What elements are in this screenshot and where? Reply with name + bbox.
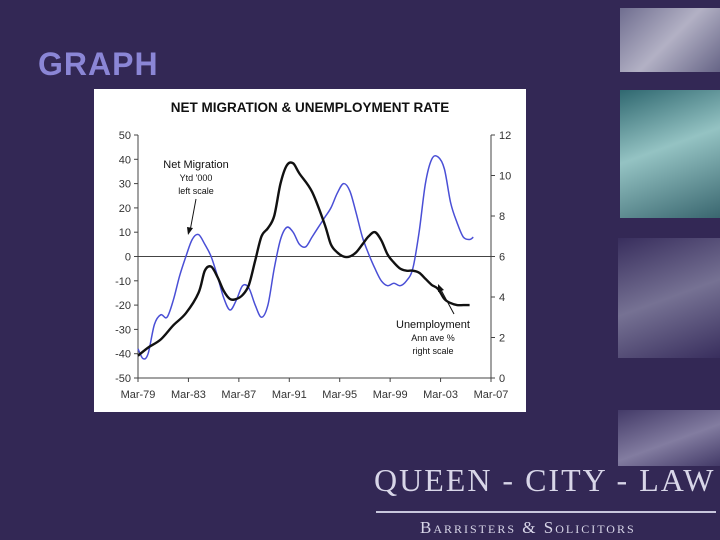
unemployment-arrowhead (438, 284, 444, 292)
x-tick-label: Mar-79 (121, 389, 156, 401)
left-tick-label: 20 (119, 203, 131, 215)
x-tick-label: Mar-03 (423, 389, 458, 401)
left-tick-label: -20 (115, 300, 131, 312)
unemployment-line (137, 161, 470, 357)
left-tick-label: 50 (119, 130, 131, 142)
chart: NET MIGRATION & UNEMPLOYMENT RATE 50 40 30… (94, 89, 526, 412)
right-tick-label: 6 (499, 252, 505, 264)
x-tick-label: Mar-91 (272, 389, 307, 401)
right-tick-label: 12 (499, 130, 511, 142)
left-tick-label: 10 (119, 227, 131, 239)
right-tick-label: 10 (499, 171, 511, 183)
keyboard-keys-photo (618, 238, 720, 358)
net-migration-pointer (189, 198, 197, 232)
left-tick-label: 30 (119, 179, 131, 191)
pen-and-glasses-photo (620, 8, 720, 72)
right-tick-label: 2 (499, 333, 505, 345)
unemployment-sublabel: right scale (412, 346, 453, 356)
right-tick-label: 8 (499, 211, 505, 223)
firm-name: QUEEN - CITY - LAW (374, 462, 716, 498)
right-tick-label: 0 (499, 373, 505, 385)
chart-svg: NET MIGRATION & UNEMPLOYMENT RATE 504030… (115, 100, 511, 401)
net-migration-label: Net Migration (163, 159, 228, 171)
x-tick-label: Mar-99 (373, 389, 408, 401)
net-migration-sublabel: left scale (178, 186, 214, 196)
right-tick-label: 4 (499, 292, 505, 304)
left-tick-label: 40 (119, 154, 131, 166)
unemployment-sublabel: Ann ave % (411, 333, 455, 343)
x-tick-label: Mar-87 (221, 389, 256, 401)
slide-title: GRAPH (38, 46, 159, 82)
unemployment-label: Unemployment (396, 319, 470, 331)
left-tick-label: 0 (125, 252, 131, 264)
net-migration-arrowhead (187, 227, 193, 235)
x-tick-label: Mar-83 (171, 389, 206, 401)
firm-divider (376, 511, 716, 513)
unemployment-pointer (439, 287, 455, 315)
net-migration-sublabel: Ytd '000 (180, 173, 213, 183)
clock-photo (618, 410, 720, 466)
chart-title: NET MIGRATION & UNEMPLOYMENT RATE (171, 100, 450, 115)
x-tick-label: Mar-07 (474, 389, 509, 401)
firm-tagline: Barristers & Solicitors (420, 518, 636, 537)
left-tick-label: -50 (115, 373, 131, 385)
left-tick-label: -10 (115, 276, 131, 288)
net-migration-line (137, 155, 474, 360)
left-tick-label: -30 (115, 324, 131, 336)
left-tick-label: -40 (115, 349, 131, 361)
x-tick-label: Mar-95 (322, 389, 357, 401)
fountain-pen-photo (620, 90, 720, 218)
